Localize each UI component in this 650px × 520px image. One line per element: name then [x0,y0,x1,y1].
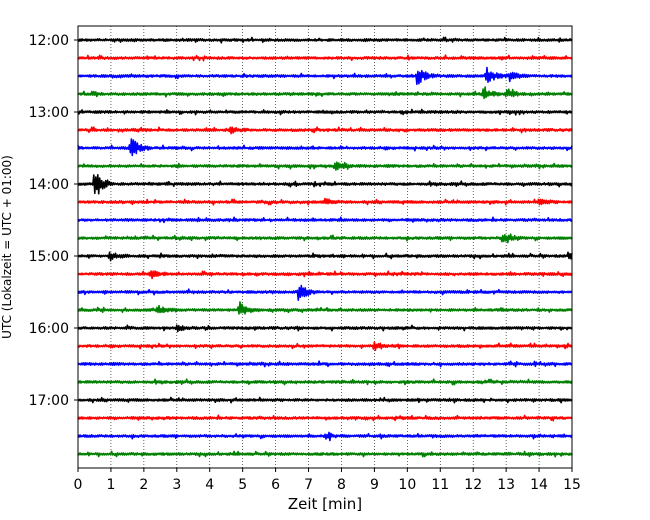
trace-1730 [77,431,573,442]
x-tick-label: 11 [431,477,449,493]
trace-1430 [77,216,573,224]
trace-1245 [77,86,573,100]
trace-1630 [77,360,573,368]
x-tick-label: 8 [337,477,346,493]
trace-1645 [77,378,573,386]
x-tick-label: 12 [464,477,482,493]
x-tick-label: 7 [304,477,313,493]
trace-1330 [77,138,573,157]
trace-1415 [77,197,573,206]
trace-1530 [77,284,573,301]
trace-1715 [77,414,573,422]
x-tick-label: 15 [563,477,581,493]
x-axis-ticks: 0 1 2 3 4 5 6 7 8 9 10 11 12 13 14 15 [74,468,581,493]
x-tick-label: 4 [205,477,214,493]
x-tick-label: 2 [139,477,148,493]
x-tick-label: 9 [370,477,379,493]
x-tick-label: 0 [74,477,83,493]
trace-1445 [77,233,573,244]
y-tick-label: 13:00 [29,105,69,121]
trace-1400 [77,174,573,195]
seismic-traces [77,36,573,458]
y-tick-label: 14:00 [29,177,69,193]
trace-1600 [77,324,573,333]
trace-1200 [77,36,573,44]
x-tick-label: 14 [530,477,548,493]
trace-1545 [77,301,573,315]
x-tick-label: 13 [497,477,515,493]
x-axis-label: Zeit [min] [288,495,362,513]
trace-1345 [77,161,573,171]
trace-1300 [77,108,573,116]
x-tick-label: 1 [106,477,115,493]
y-tick-label: 16:00 [29,321,69,337]
trace-1500 [77,251,573,262]
trace-1515 [77,270,573,280]
y-tick-label: 15:00 [29,249,69,265]
trace-1700 [77,396,573,404]
x-tick-label: 3 [172,477,181,493]
trace-1215 [77,54,573,62]
trace-1745 [77,450,573,458]
y-tick-label: 12:00 [29,33,69,49]
x-tick-label: 6 [271,477,280,493]
trace-1315 [77,126,573,135]
x-tick-label: 10 [398,477,416,493]
x-tick-label: 5 [238,477,247,493]
trace-1230 [77,66,573,86]
y-axis-ticks: 12:00 13:00 14:00 15:00 16:00 17:00 [29,33,78,409]
plot-frame [77,25,573,469]
y-axis-label: UTC (Lokalzeit = UTC + 01:00) [0,155,14,339]
y-tick-label: 17:00 [29,393,69,409]
trace-1615 [77,341,573,351]
